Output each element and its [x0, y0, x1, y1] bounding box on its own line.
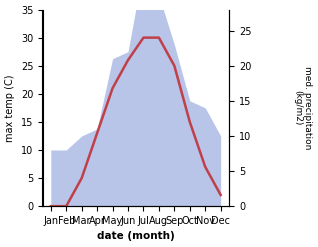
X-axis label: date (month): date (month): [97, 231, 175, 242]
Y-axis label: med. precipitation
(kg/m2): med. precipitation (kg/m2): [293, 66, 313, 149]
Y-axis label: max temp (C): max temp (C): [5, 74, 15, 142]
